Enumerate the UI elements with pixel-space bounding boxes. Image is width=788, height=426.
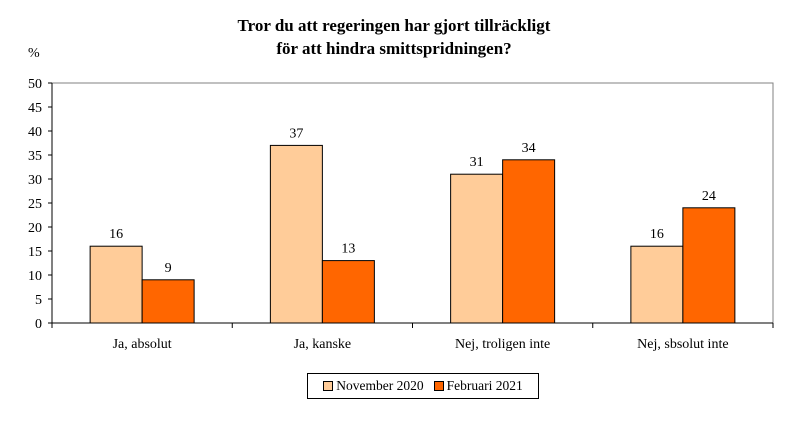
y-tick-label: 25 <box>28 197 42 212</box>
y-tick-label: 20 <box>28 221 42 236</box>
legend-label-2: Februari 2021 <box>446 378 523 393</box>
category-label: Nej, troligen inte <box>455 337 550 352</box>
y-tick-label: 35 <box>28 149 42 164</box>
legend-swatch-1 <box>323 381 334 391</box>
chart-title-line2: för att hindra smittspridningen? <box>276 39 512 58</box>
bar <box>89 245 143 324</box>
data-label: 24 <box>702 189 716 204</box>
data-label: 31 <box>470 155 484 170</box>
y-tick-label: 15 <box>28 245 42 260</box>
bar <box>630 245 684 324</box>
legend: November 2020 Februari 2021 <box>307 373 539 399</box>
data-label: 13 <box>341 242 355 257</box>
data-label: 16 <box>109 227 123 242</box>
category-label: Nej, sbsolut inte <box>637 337 728 352</box>
y-tick-label: 45 <box>28 101 42 116</box>
y-tick-label: 40 <box>28 125 42 140</box>
y-tick-label: 5 <box>35 293 42 308</box>
y-tick-label: 50 <box>28 77 42 92</box>
bar <box>321 260 375 324</box>
data-label: 34 <box>522 141 536 156</box>
bar <box>450 173 504 324</box>
y-tick-label: 30 <box>28 173 42 188</box>
bar <box>269 144 323 324</box>
bar <box>141 279 195 324</box>
y-tick-label: 0 <box>35 317 42 332</box>
chart-title: Tror du att regeringen har gjort tillräc… <box>0 14 788 60</box>
legend-item-1: November 2020 <box>323 378 424 394</box>
chart-title-line1: Tror du att regeringen har gjort tillräc… <box>237 16 551 35</box>
category-label: Ja, kanske <box>294 337 352 352</box>
bar <box>502 159 556 324</box>
legend-swatch-2 <box>433 381 444 391</box>
data-label: 16 <box>650 227 664 242</box>
data-label: 9 <box>165 261 172 276</box>
y-tick-label: 10 <box>28 269 42 284</box>
category-label: Ja, absolut <box>113 337 172 352</box>
y-axis-label: % <box>28 46 40 61</box>
legend-label-1: November 2020 <box>336 378 424 393</box>
legend-item-2: Februari 2021 <box>433 378 523 394</box>
bar <box>682 207 736 324</box>
data-label: 37 <box>289 126 303 141</box>
